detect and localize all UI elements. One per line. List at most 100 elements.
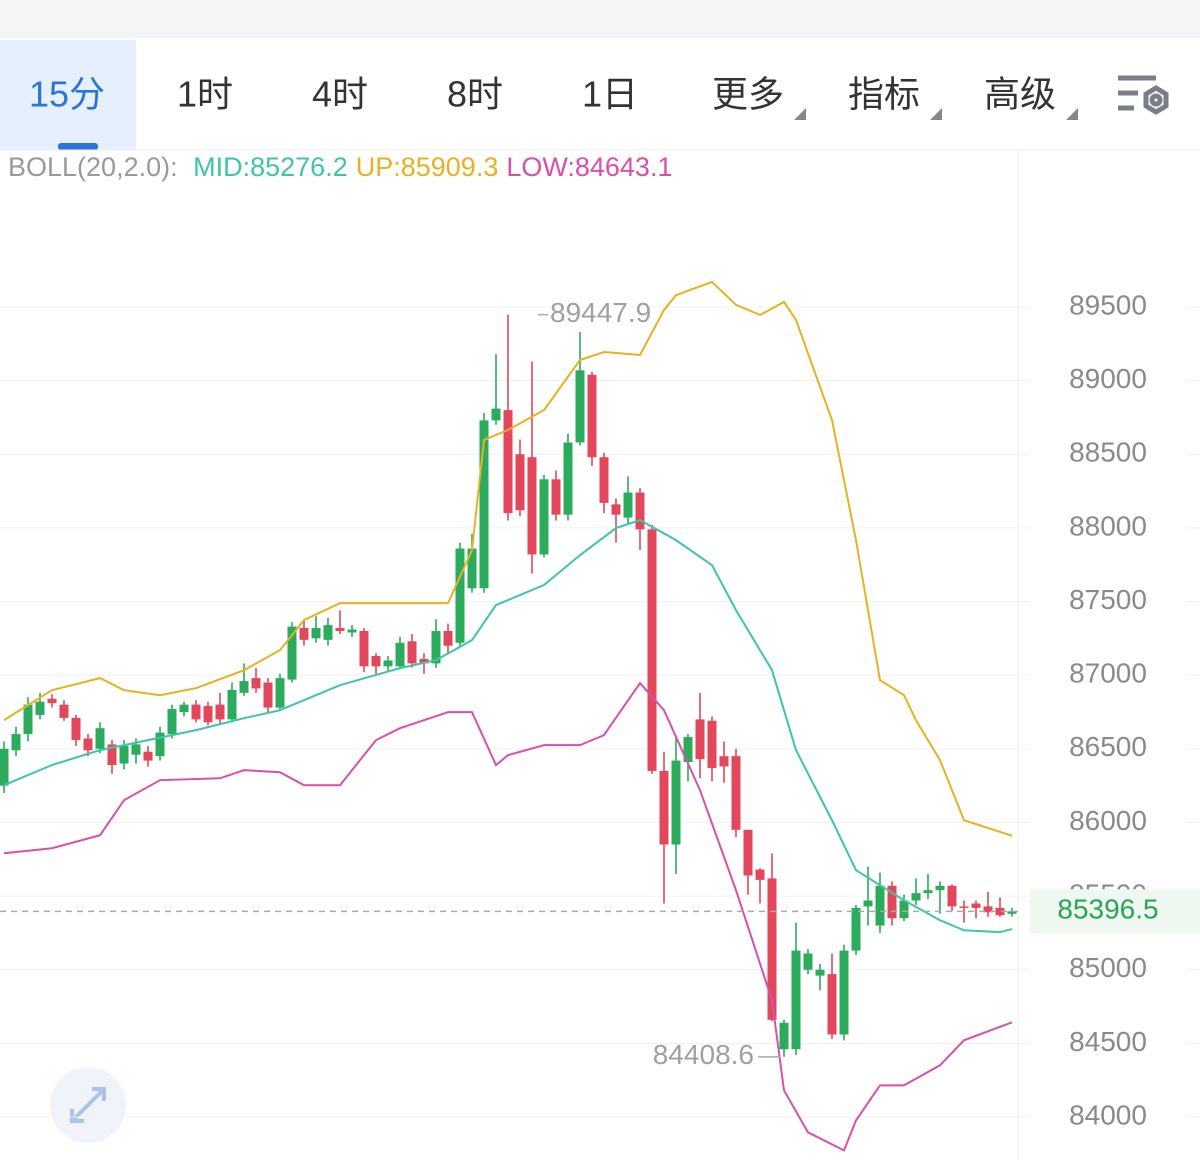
- legend-label: MID:: [193, 152, 251, 182]
- candle-body: [311, 628, 321, 639]
- boll-line: [3, 681, 1013, 1152]
- legend-value: 85276.2: [250, 152, 348, 182]
- menu-caret: [1066, 108, 1078, 120]
- tab[interactable]: 高级: [984, 74, 1056, 115]
- candle-body: [491, 408, 501, 421]
- candle-body: [527, 457, 537, 555]
- legend-value: 84643.1: [574, 152, 673, 182]
- candle-body: [263, 682, 273, 708]
- candle-body: [227, 689, 237, 720]
- candle-body: [479, 420, 489, 589]
- expand-button[interactable]: [50, 1067, 126, 1143]
- candle-body: [515, 454, 525, 511]
- candle-body: [191, 704, 201, 720]
- menu-caret: [930, 108, 942, 120]
- high-label: 89447.9: [550, 297, 651, 328]
- candle-body: [251, 678, 261, 689]
- candle-body: [71, 717, 81, 740]
- y-tick-label: 84000: [1069, 1099, 1147, 1130]
- candle-body: [347, 629, 357, 633]
- candle-body: [695, 719, 705, 760]
- settings-icon[interactable]: [1118, 75, 1169, 115]
- candle-body: [851, 907, 861, 951]
- candle-body: [755, 869, 765, 880]
- y-tick-label: 84500: [1069, 1026, 1147, 1057]
- candle-body: [419, 658, 429, 664]
- status-strip: [0, 0, 1200, 38]
- candle-body: [239, 681, 249, 693]
- candle-body: [431, 630, 441, 664]
- candle-body: [599, 457, 609, 503]
- candle-body: [683, 737, 693, 763]
- candle-body: [971, 903, 981, 908]
- candle-body: [731, 756, 741, 830]
- candle-body: [779, 1022, 789, 1050]
- candle-body: [23, 704, 33, 735]
- candle-body: [215, 704, 225, 720]
- candle-body: [371, 656, 381, 667]
- tab[interactable]: 8时: [447, 74, 503, 115]
- candle-body: [299, 628, 309, 640]
- tab[interactable]: 更多: [712, 74, 784, 115]
- candle-body: [959, 906, 969, 908]
- candle-body: [203, 706, 213, 723]
- candle-body: [923, 890, 933, 894]
- candle-body: [983, 906, 993, 913]
- candle-body: [767, 878, 777, 1020]
- candle-body: [623, 492, 633, 518]
- tab[interactable]: 4时: [312, 74, 368, 115]
- candle-body: [1007, 911, 1017, 914]
- candle-body: [611, 504, 621, 515]
- candle-body: [455, 548, 465, 643]
- active-tab-background: [0, 40, 136, 150]
- tab[interactable]: 1日: [582, 74, 638, 115]
- candle-body: [47, 698, 57, 704]
- y-tick-label: 87500: [1069, 584, 1147, 615]
- candle-body: [119, 745, 129, 764]
- candle-body: [539, 479, 549, 555]
- candle-body: [275, 678, 285, 708]
- price-badge: [1030, 889, 1200, 934]
- candle-body: [35, 701, 45, 715]
- candle-body: [95, 728, 105, 749]
- candle-body: [899, 900, 909, 919]
- candle-body: [635, 492, 645, 530]
- legend-label: LOW:: [506, 152, 575, 182]
- y-tick-label: 88000: [1069, 510, 1147, 541]
- candle-body: [947, 885, 957, 907]
- candle-body: [59, 704, 69, 718]
- candle-body: [815, 969, 825, 976]
- menu-caret: [794, 108, 806, 120]
- y-tick-label: 87000: [1069, 658, 1147, 689]
- low-label: 84408.6: [653, 1039, 754, 1070]
- tab[interactable]: 15分: [29, 74, 105, 115]
- candle-body: [167, 709, 177, 735]
- candle-body: [719, 756, 729, 767]
- candle-body: [107, 744, 117, 766]
- price-label: 85396.5: [1057, 894, 1158, 925]
- candle-body: [671, 760, 681, 845]
- boll-line: [3, 519, 1013, 934]
- tab[interactable]: 1时: [177, 74, 233, 115]
- candle-body: [839, 950, 849, 1035]
- candle-body: [863, 900, 873, 907]
- boll-line: [3, 280, 1013, 837]
- candle-body: [551, 479, 561, 515]
- candle-body: [827, 974, 837, 1035]
- candle-body: [11, 734, 21, 751]
- candle-body: [407, 641, 417, 664]
- y-tick-label: 86000: [1069, 805, 1147, 836]
- y-tick-label: 86500: [1069, 731, 1147, 762]
- candle-body: [323, 625, 333, 640]
- candle-body: [587, 374, 597, 458]
- candle-body: [503, 410, 513, 514]
- candle-body: [155, 732, 165, 757]
- indicator-name: BOLL(20,2.0):: [8, 152, 178, 182]
- candle-body: [575, 370, 585, 443]
- candle-body: [803, 953, 813, 970]
- tab[interactable]: 指标: [848, 74, 920, 115]
- candle-body: [287, 626, 297, 680]
- candle-body: [659, 770, 669, 845]
- candle-body: [995, 907, 1005, 916]
